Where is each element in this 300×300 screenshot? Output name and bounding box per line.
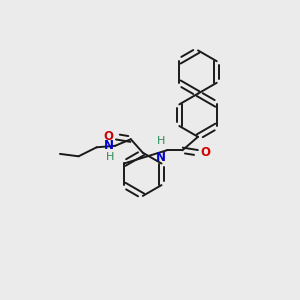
Text: N: N bbox=[104, 139, 114, 152]
Text: O: O bbox=[103, 130, 113, 143]
Text: H: H bbox=[106, 152, 114, 162]
Text: H: H bbox=[157, 136, 166, 146]
Text: N: N bbox=[156, 151, 166, 164]
Text: O: O bbox=[200, 146, 210, 159]
